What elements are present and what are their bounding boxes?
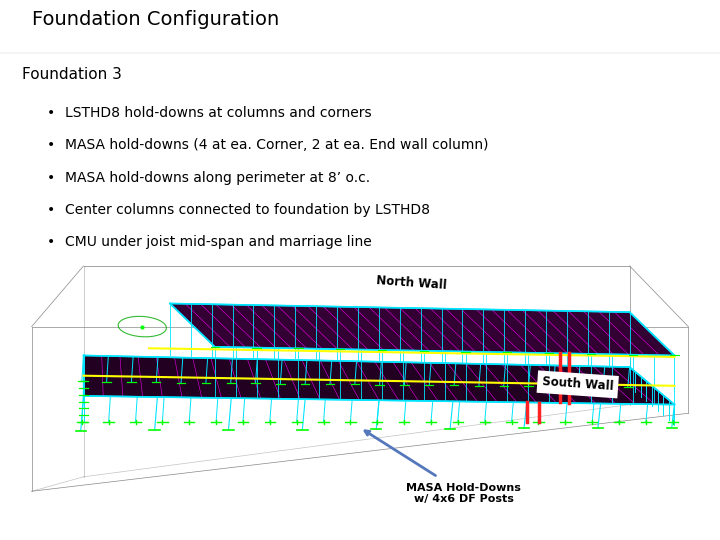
Text: CMU under joist mid-span and marriage line: CMU under joist mid-span and marriage li… [65, 235, 372, 249]
Polygon shape [84, 355, 675, 404]
Text: MASA hold-downs (4 at ea. Corner, 2 at ea. End wall column): MASA hold-downs (4 at ea. Corner, 2 at e… [65, 138, 488, 152]
Text: LSTHD8 hold-downs at columns and corners: LSTHD8 hold-downs at columns and corners [65, 106, 372, 120]
Text: •: • [47, 106, 55, 120]
Text: Center columns connected to foundation by LSTHD8: Center columns connected to foundation b… [65, 203, 430, 217]
Text: North Wall: North Wall [376, 274, 448, 292]
Text: •: • [47, 171, 55, 185]
Text: MASA hold-downs along perimeter at 8’ o.c.: MASA hold-downs along perimeter at 8’ o.… [65, 171, 370, 185]
Text: •: • [47, 235, 55, 249]
Text: Foundation Configuration: Foundation Configuration [32, 10, 279, 29]
Text: Foundation 3: Foundation 3 [22, 68, 122, 82]
Text: MASA Hold-Downs
w/ 4x6 DF Posts: MASA Hold-Downs w/ 4x6 DF Posts [365, 431, 521, 504]
Text: South Wall: South Wall [541, 375, 614, 393]
Polygon shape [170, 303, 675, 355]
Text: •: • [47, 138, 55, 152]
Text: •: • [47, 203, 55, 217]
